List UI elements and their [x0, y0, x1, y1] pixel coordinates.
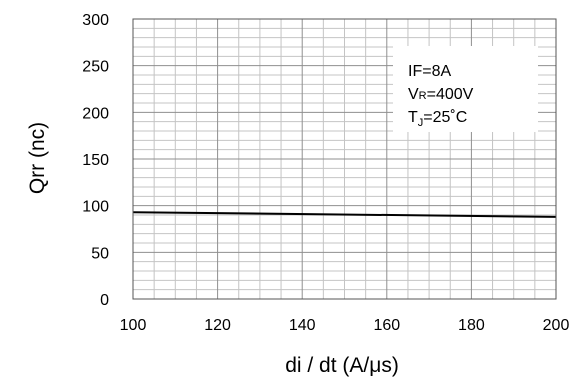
x-tick-labels: 100 120 140 160 180 200: [120, 317, 570, 334]
x-tick-label: 180: [458, 317, 485, 334]
x-tick-label: 120: [204, 317, 231, 334]
x-tick-label: 200: [543, 317, 570, 334]
annotation-tj: TJ=25˚C: [408, 109, 467, 129]
plot-frame: [132, 18, 557, 300]
annotation-tj-sub: J: [418, 117, 424, 129]
annotation-tj-main: T: [408, 109, 418, 126]
y-tick-label: 100: [82, 199, 109, 216]
y-tick-labels: 0 50 100 150 200 250 300: [82, 12, 109, 309]
annotation-vr: VR=400V: [408, 86, 474, 103]
annotation-tj-value: =25˚C: [423, 109, 467, 126]
qrr-series-line: [132, 211, 557, 218]
y-tick-label: 150: [82, 152, 109, 169]
series-layer: [132, 211, 557, 218]
y-axis-title: Qrr (nc): [26, 122, 49, 194]
annotation-if: IF=8A: [408, 63, 451, 80]
y-tick-label: 300: [82, 12, 109, 29]
annotation-vr-sub: R: [419, 90, 427, 102]
x-tick-label: 100: [120, 317, 147, 334]
annotation-box: [393, 46, 538, 132]
x-tick-label: 140: [289, 317, 316, 334]
x-tick-label: 160: [373, 317, 400, 334]
y-tick-label: 250: [82, 59, 109, 76]
annotation-vr-value: =400V: [427, 86, 474, 103]
annotation-vr-main: V: [408, 86, 419, 103]
y-tick-label: 50: [91, 245, 109, 262]
y-tick-label: 0: [100, 292, 109, 309]
y-tick-label: 200: [82, 105, 109, 122]
x-axis-title: di / dt (A/μs): [285, 354, 399, 377]
